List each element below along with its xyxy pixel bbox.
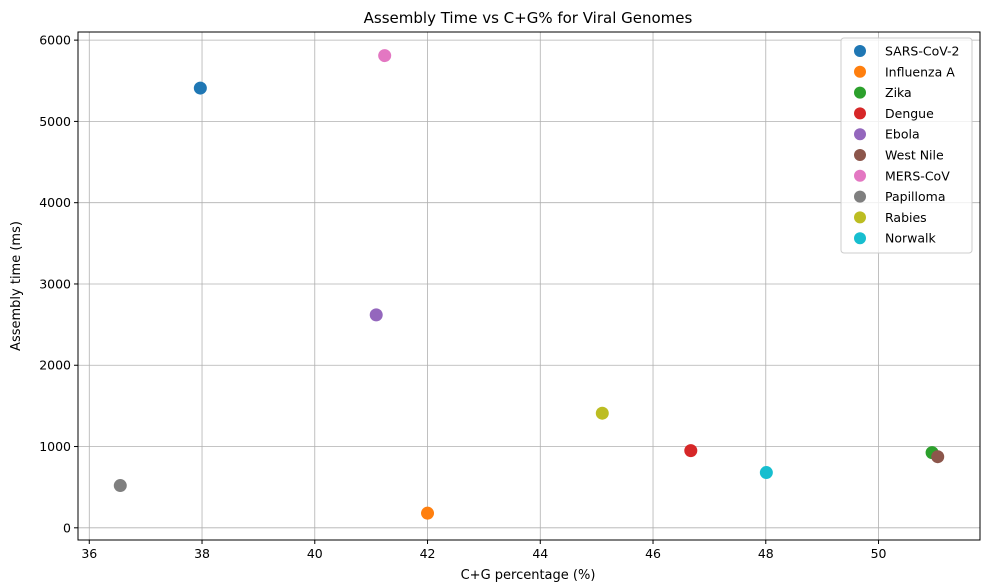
legend-marker [854,86,866,99]
y-tick-label: 1000 [39,439,71,454]
legend-label: Ebola [885,127,920,142]
legend-label: Papilloma [885,189,945,204]
legend-label: Zika [885,85,912,100]
data-point-influenza-a [421,506,435,520]
legend-marker [854,232,866,245]
data-point-rabies [595,406,609,420]
x-tick-label: 44 [532,546,548,561]
x-tick-label: 48 [758,546,774,561]
legend-marker [854,211,866,224]
legend-marker [854,45,866,57]
y-axis-label: Assembly time (ms) [9,221,24,351]
y-tick-label: 6000 [39,33,71,48]
x-tick-label: 38 [194,546,210,561]
data-points [113,49,945,520]
legend-label: SARS-CoV-2 [885,44,960,59]
data-point-norwalk [759,466,773,480]
y-tick-label: 3000 [39,276,71,291]
x-axis-label: C+G percentage (%) [461,568,596,583]
x-tick-label: 46 [645,546,661,561]
legend: SARS-CoV-2 Influenza A Zika Dengue Ebola West… [840,37,973,254]
legend-label: Influenza A [885,64,955,79]
legend-marker [854,107,866,120]
x-tick-label: 42 [420,546,436,561]
y-axis-ticks: 0 1000 2000 3000 4000 5000 6000 [39,33,78,535]
legend-marker [854,190,866,203]
legend-label: Norwalk [885,231,936,246]
data-point-ebola [369,308,383,322]
y-tick-label: 2000 [39,358,71,373]
y-tick-label: 5000 [39,114,71,129]
x-axis-ticks: 36 38 40 42 44 46 48 50 [81,540,887,561]
legend-marker [854,65,866,78]
legend-marker [854,149,866,161]
data-point-mers-cov [378,49,392,63]
y-tick-label: 4000 [39,195,71,210]
legend-marker [854,128,866,141]
legend-label: MERS-CoV [885,168,950,183]
plot-area [78,32,980,540]
data-point-sars-cov-2 [193,81,207,95]
x-tick-label: 36 [81,546,97,561]
plot-frame [77,31,981,541]
data-point-west-nile [931,450,945,464]
legend-box [840,37,973,254]
chart-title: Assembly Time vs C+G% for Viral Genomes [364,9,693,27]
legend-label: Dengue [885,106,934,121]
y-tick-label: 0 [63,520,71,535]
legend-label: West Nile [885,148,944,163]
legend-label: Rabies [885,210,927,225]
x-tick-label: 40 [307,546,323,561]
data-point-papilloma [113,479,127,493]
x-tick-label: 50 [871,546,887,561]
legend-marker [854,169,866,182]
data-point-dengue [684,444,698,458]
